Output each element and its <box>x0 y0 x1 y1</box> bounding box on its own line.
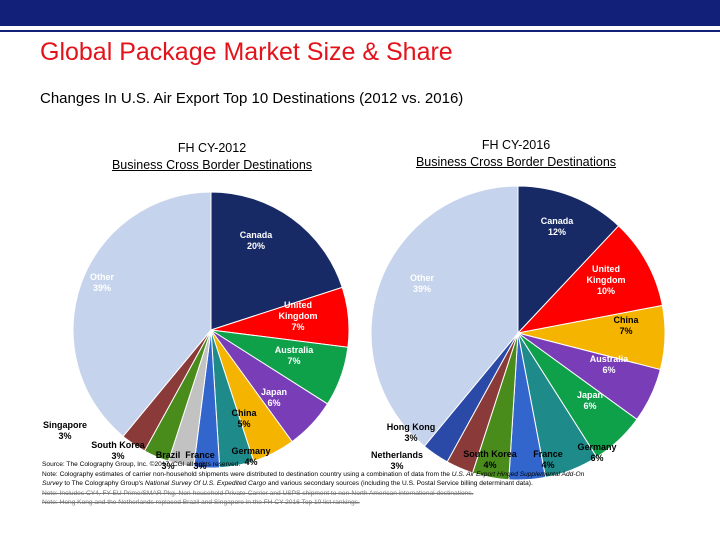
pie-2012-label-france: France 3% <box>185 450 215 471</box>
pie-2016-title-line2: Business Cross Border Destinations <box>415 155 617 169</box>
pie-2016-slice-united-kingdom <box>516 225 663 334</box>
pie-2012-label-united-kingdom: United Kingdom 7% <box>279 300 318 332</box>
pie-2012-label-brazil: Brazil 3% <box>156 450 181 471</box>
pie-2016: Canada 12% United Kingdom 10% China 7% Australi… <box>370 185 666 481</box>
footer-note-2-tail: and various secondary sources (including… <box>266 480 533 488</box>
pie-2012-label-china: China 5% <box>231 408 257 429</box>
footer-note-1-text: Note: Colography estimates of carrier no… <box>42 470 452 478</box>
pie-2012-title-line2: Business Cross Border Destinations <box>111 158 313 172</box>
pie-2012-title-line1: FH CY-2012 <box>177 141 247 155</box>
pie-2016-label-united-kingdom: United Kingdom 10% <box>587 264 626 296</box>
header-bar <box>0 0 720 26</box>
pie-2016-label-canada: Canada 12% <box>541 216 575 237</box>
pie-2012-label-germany: Germany 4% <box>231 446 270 467</box>
pie-2016-label-china: China 7% <box>613 315 639 336</box>
header-bar-gap <box>0 26 720 30</box>
pie-2012-label-canada: Canada 20% <box>240 230 274 251</box>
pie-2012-slice-canada <box>210 191 343 331</box>
pie-2012-slice-other <box>72 191 212 438</box>
pie-2016-label-germany: Germany 6% <box>577 442 616 463</box>
footer-note-1-survey: U.S. Air Export Hinged Supplemental Add-… <box>451 470 585 478</box>
footer-note-4: Note: Hong Kong and the Netherlands repl… <box>42 499 360 507</box>
footer-note-3: Note: Includes CY4, FY-EU Prime/SMAR Pkg… <box>42 489 474 497</box>
pie-2012-title: FH CY-2012 Business Cross Border Destina… <box>92 140 332 174</box>
pie-2012-label-japan: Japan 6% <box>261 387 287 408</box>
pie-2016-label-france: France 4% <box>533 449 563 470</box>
pie-2016-slice-canada <box>517 185 620 335</box>
pie-2012-label-other: Other 39% <box>90 272 115 293</box>
footer-note-2-text: to The Colography Group's <box>62 480 146 488</box>
pie-2016-label-other: Other 39% <box>410 273 435 294</box>
footer-note-1: Note: Colography estimates of carrier no… <box>42 470 682 480</box>
pie-2016-title-line1: FH CY-2016 <box>481 138 551 152</box>
pie-2016-slice-other <box>370 185 519 447</box>
pie-2016-label-australia: Australia 6% <box>590 354 630 375</box>
pie-2012-label-south-korea: South Korea 3% <box>91 440 145 461</box>
pie-2016-title: FH CY-2016 Business Cross Border Destina… <box>396 137 636 171</box>
pie-2016-label-japan: Japan 6% <box>577 390 603 411</box>
pie-2012-label-singapore: Singapore 3% <box>43 420 87 441</box>
page-title: Global Package Market Size & Share <box>40 38 453 66</box>
footer-note-2-national-survey: National Survey Of U.S. Expedited Cargo <box>145 480 266 488</box>
pie-2016-label-south-korea: South Korea 4% <box>463 449 517 470</box>
pie-2016-label-hong-kong: Hong Kong 3% <box>387 422 436 443</box>
footer-note-2-survey: Survey <box>42 480 63 488</box>
footer-source: Source: The Colography Group, Inc. ©2017… <box>42 461 241 468</box>
pie-2012: Canada 20% United Kingdom 7% Australia 7% Japan… <box>43 191 350 471</box>
header-bar-edge <box>0 30 720 32</box>
pie-2012-label-australia: Australia 7% <box>275 345 315 366</box>
footer-note-2: Survey to The Colography Group's Nationa… <box>42 479 682 489</box>
footer-notes: Source: The Colography Group, Inc. ©2017… <box>42 460 682 508</box>
pie-2016-label-netherlands: Netherlands 3% <box>371 450 423 471</box>
page-subtitle: Changes In U.S. Air Export Top 10 Destin… <box>40 90 464 107</box>
